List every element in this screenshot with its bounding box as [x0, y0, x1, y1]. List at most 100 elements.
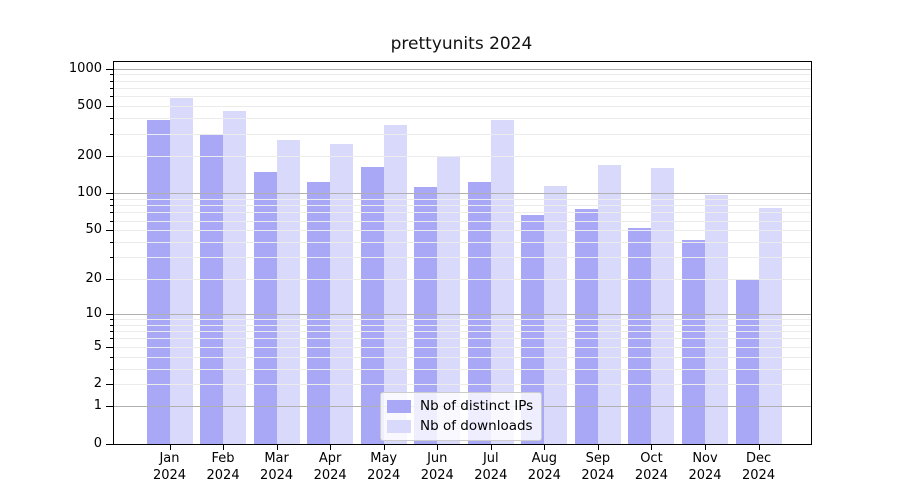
y-tick-label-1: 1 [93, 398, 102, 414]
y-minor-tick-40 [110, 242, 113, 244]
y-tick-1000 [106, 68, 113, 70]
y-tick-2 [106, 384, 113, 386]
y-tick-label-0: 0 [93, 436, 102, 451]
gridline-200 [114, 155, 811, 157]
legend-label-downloads: Nb of downloads [420, 418, 533, 434]
bar-ips-apr [307, 182, 331, 444]
legend-swatch-distinct-ips [387, 400, 411, 413]
y-tick-label-100: 100 [77, 185, 102, 201]
y-tick-5 [106, 346, 113, 348]
x-tick-nov [705, 445, 706, 450]
y-minor-tick-300 [110, 133, 113, 135]
bar-ips-may [360, 166, 384, 444]
y-tick-50 [106, 230, 113, 232]
y-tick-label-50: 50 [85, 222, 102, 238]
y-tick-label-200: 200 [77, 147, 102, 163]
y-minor-tick-80 [110, 205, 113, 207]
gridline-4 [114, 356, 811, 358]
y-minor-tick-30 [110, 257, 113, 259]
x-tick-sep [597, 445, 599, 450]
y-tick-100 [106, 193, 113, 195]
gridline-9 [114, 318, 811, 320]
gridline-60 [114, 220, 811, 222]
gridline-50 [114, 230, 811, 232]
gridline-70 [114, 212, 811, 214]
plot-area: Nb of distinct IPs Nb of downloads [113, 61, 812, 445]
bar-downloads-jan [169, 98, 193, 444]
y-minor-tick-400 [110, 118, 113, 120]
y-minor-tick-900 [110, 74, 113, 76]
y-minor-tick-700 [110, 87, 113, 89]
legend-label-distinct-ips: Nb of distinct IPs [420, 398, 534, 414]
gridline-6 [114, 338, 811, 340]
y-tick-label-2: 2 [93, 376, 102, 392]
gridline-40 [114, 242, 811, 244]
x-tick-label-sep: Sep 2024 [581, 451, 615, 483]
x-tick-label-apr: Apr 2024 [313, 451, 347, 483]
x-tick-jun [437, 445, 439, 450]
legend: Nb of distinct IPs Nb of downloads [380, 392, 543, 441]
bar-downloads-apr [330, 144, 354, 444]
bar-downloads-jun [437, 156, 461, 444]
y-minor-tick-9 [110, 318, 113, 320]
x-tick-dec [758, 445, 760, 450]
x-tick-label-dec: Dec 2024 [742, 451, 776, 483]
legend-swatch-downloads [387, 420, 411, 433]
bar-downloads-feb [223, 110, 247, 444]
x-tick-feb [223, 445, 225, 450]
y-tick-label-10: 10 [85, 305, 102, 321]
gridline-80 [114, 205, 811, 207]
gridline-3 [114, 368, 811, 370]
x-tick-label-nov: Nov 2024 [688, 451, 722, 483]
gridline-300 [114, 133, 811, 135]
bar-downloads-dec [758, 207, 782, 444]
y-tick-20 [106, 278, 113, 280]
x-tick-jan [169, 445, 171, 450]
x-tick-label-mar: Mar 2024 [260, 451, 294, 483]
y-minor-tick-600 [110, 96, 113, 98]
chart-title: prettyunits 2024 [390, 34, 533, 54]
y-tick-label-20: 20 [85, 270, 102, 286]
gridline-600 [114, 96, 811, 98]
y-tick-label-1000: 1000 [68, 60, 102, 76]
x-tick-aug [544, 445, 546, 450]
gridline-7 [114, 330, 811, 332]
y-tick-200 [106, 155, 113, 157]
gridline-700 [114, 87, 811, 89]
bar-ips-aug [521, 214, 545, 444]
y-minor-tick-4 [110, 356, 113, 358]
x-tick-mar [276, 445, 278, 450]
gridline-500 [114, 106, 811, 108]
y-tick-0 [106, 444, 113, 445]
y-tick-10 [106, 313, 113, 315]
gridline-400 [114, 118, 811, 120]
gridline-800 [114, 80, 811, 82]
bar-ips-nov [682, 239, 705, 444]
x-tick-label-oct: Oct 2024 [634, 451, 668, 483]
bar-downloads-jul [490, 120, 514, 444]
bar-ips-sep [574, 209, 598, 444]
x-tick-jul [490, 445, 492, 450]
bar-ips-oct [628, 228, 652, 444]
bar-downloads-may [383, 124, 407, 444]
bar-ips-mar [253, 171, 277, 444]
bar-downloads-aug [544, 186, 568, 444]
gridline-8 [114, 324, 811, 326]
x-tick-may [383, 445, 385, 450]
x-tick-apr [330, 445, 332, 450]
gridline-5 [114, 346, 811, 348]
x-tick-label-aug: Aug 2024 [527, 451, 561, 483]
bar-downloads-oct [651, 167, 675, 444]
y-minor-tick-70 [110, 212, 113, 214]
x-tick-label-may: May 2024 [367, 451, 401, 483]
gridline-10 [114, 313, 811, 315]
bar-ips-jan [146, 120, 170, 444]
y-tick-label-5: 5 [93, 338, 102, 354]
gridline-2 [114, 384, 811, 386]
gridline-90 [114, 198, 811, 200]
y-minor-tick-3 [110, 368, 113, 370]
gridline-900 [114, 74, 811, 76]
y-minor-tick-800 [110, 80, 113, 82]
y-minor-tick-8 [110, 324, 113, 326]
gridline-30 [114, 257, 811, 259]
